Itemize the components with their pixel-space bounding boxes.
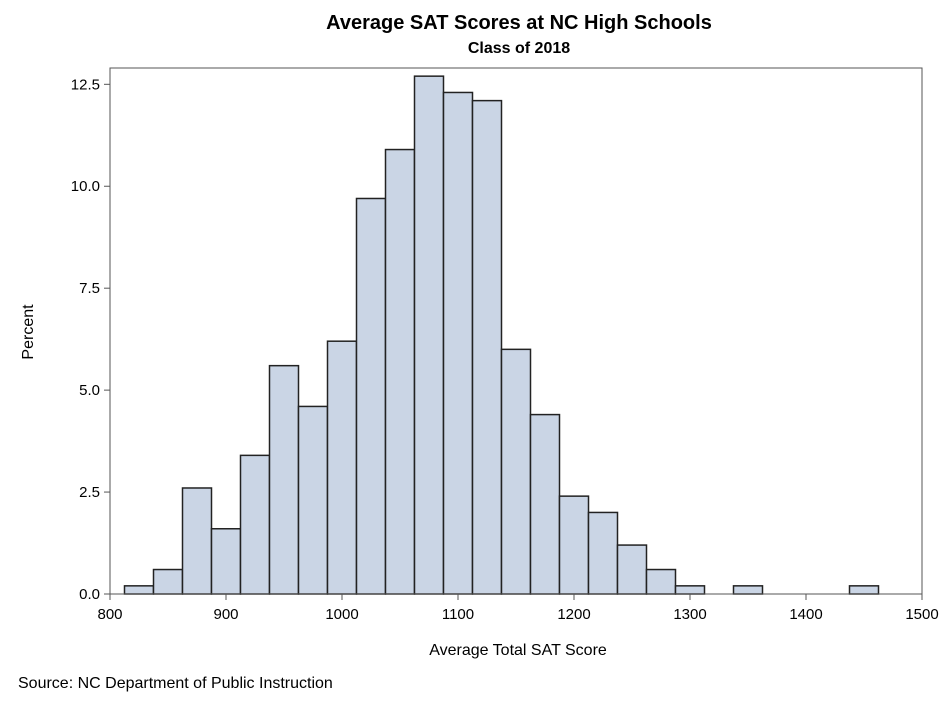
y-axis: 0.0 2.5 5.0 7.5 10.0 12.5 xyxy=(71,76,110,603)
y-axis-label: Percent xyxy=(20,304,37,360)
x-tick-label: 1400 xyxy=(789,606,822,623)
histogram-bar xyxy=(674,585,706,595)
x-tick-label: 800 xyxy=(97,606,122,623)
histogram-bar xyxy=(413,75,445,595)
x-tick-label: 1000 xyxy=(325,606,358,623)
x-tick-label: 900 xyxy=(213,606,238,623)
histogram-bar xyxy=(239,454,271,595)
x-tick-label: 1300 xyxy=(673,606,706,623)
histogram-bar xyxy=(529,413,561,595)
y-tick-label: 7.5 xyxy=(79,280,100,297)
x-tick-label: 1500 xyxy=(905,606,938,623)
histogram-bar xyxy=(355,197,387,595)
histogram-bar xyxy=(645,568,677,595)
histogram-bar xyxy=(123,585,155,595)
x-axis-label: Average Total SAT Score xyxy=(429,642,607,659)
histogram-bar xyxy=(442,91,474,595)
y-tick-label: 10.0 xyxy=(71,178,100,195)
chart-subtitle: Class of 2018 xyxy=(468,40,570,57)
y-tick-label: 12.5 xyxy=(71,76,100,93)
x-tick-label: 1100 xyxy=(442,606,474,623)
histogram-bar xyxy=(732,585,764,595)
histogram-bar xyxy=(384,148,416,595)
y-tick-label: 0.0 xyxy=(79,586,100,603)
histogram-bar xyxy=(326,340,358,595)
histogram-bar xyxy=(268,364,300,595)
histogram-bar xyxy=(848,585,880,595)
histogram-bar xyxy=(297,405,329,595)
y-tick-label: 5.0 xyxy=(79,382,100,399)
chart-title: Average SAT Scores at NC High Schools xyxy=(326,12,712,34)
histogram-bar xyxy=(587,511,619,595)
histogram-bar xyxy=(471,99,503,595)
bars-group xyxy=(123,75,880,595)
histogram-bar xyxy=(500,348,532,595)
plot-frame xyxy=(109,67,923,595)
histogram-bar xyxy=(152,568,184,595)
histogram-bar xyxy=(558,495,590,595)
histogram-bar xyxy=(210,528,242,595)
source-footnote: Source: NC Department of Public Instruct… xyxy=(18,675,333,692)
x-axis: 800 900 1000 1100 1200 1300 1400 1500 xyxy=(97,594,939,623)
x-tick-label: 1200 xyxy=(557,606,590,623)
y-tick-label: 2.5 xyxy=(79,484,100,501)
histogram-bar xyxy=(181,487,213,595)
histogram-bar xyxy=(616,544,648,595)
